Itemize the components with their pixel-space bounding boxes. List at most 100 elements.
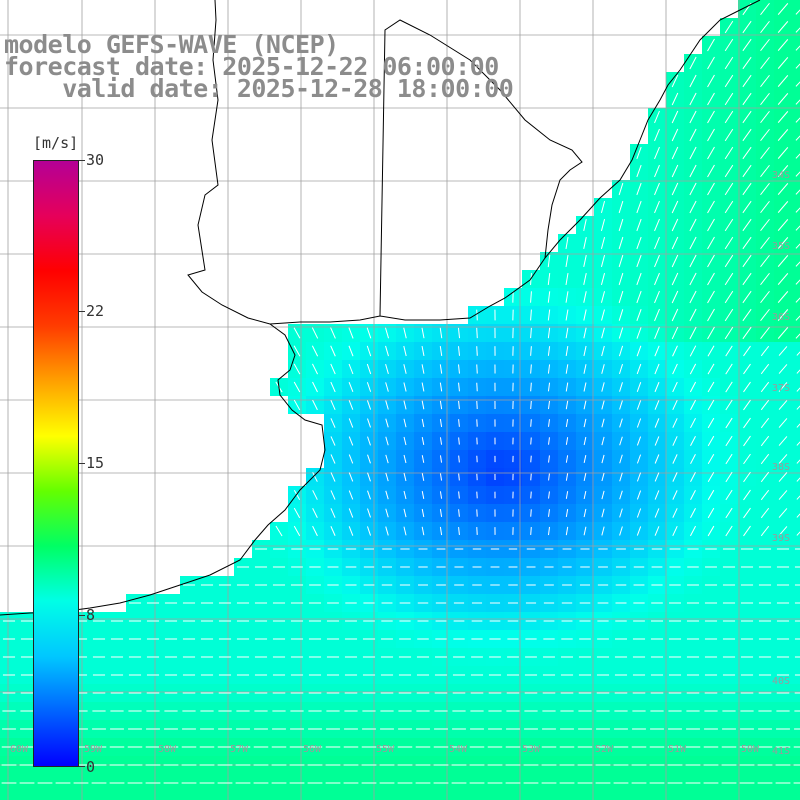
wind-arrow <box>690 454 696 464</box>
wind-cell <box>270 792 288 800</box>
wind-cell <box>792 342 800 360</box>
wind-arrow <box>348 400 354 410</box>
wind-arrow <box>636 418 642 428</box>
wind-arrow <box>600 255 606 267</box>
wind-arrow <box>565 382 569 392</box>
wind-cell <box>18 792 36 800</box>
wind-arrow <box>583 526 587 536</box>
wind-cell <box>36 792 54 800</box>
wind-arrow <box>795 27 800 33</box>
wind-arrow <box>689 56 697 70</box>
wind-arrow <box>707 290 715 304</box>
wind-arrow <box>777 165 789 177</box>
wind-arrow <box>654 454 660 464</box>
wind-arrow <box>795 63 800 69</box>
wind-arrow <box>476 364 478 374</box>
wind-arrow <box>777 291 789 303</box>
wind-arrow <box>654 363 660 375</box>
wind-arrow <box>311 327 319 339</box>
wind-arrow <box>777 309 789 321</box>
wind-cell <box>216 792 234 800</box>
wind-arrow <box>636 454 642 464</box>
wind-arrow <box>760 435 770 447</box>
wind-arrow <box>742 20 752 34</box>
lon-label: 60W <box>10 744 29 755</box>
wind-arrow <box>654 308 660 322</box>
wind-arrow <box>636 308 642 322</box>
wind-arrow <box>583 272 587 286</box>
wind-arrow <box>671 218 679 232</box>
wind-arrow <box>654 290 660 304</box>
wind-arrow <box>707 56 715 70</box>
wind-arrow <box>724 56 734 70</box>
wind-arrow <box>690 417 696 429</box>
wind-arrow <box>548 473 550 481</box>
wind-arrow <box>795 9 800 15</box>
wind-cell <box>288 792 306 800</box>
wind-arrow <box>724 290 734 304</box>
wind-arrow <box>707 345 715 357</box>
wind-arrow <box>724 74 734 88</box>
wind-arrow <box>724 20 734 34</box>
wind-arrow <box>777 327 789 339</box>
wind-arrow <box>583 473 587 481</box>
wind-arrow <box>530 419 532 427</box>
wind-arrow <box>689 200 697 214</box>
wind-arrow <box>530 491 532 499</box>
wind-arrow <box>690 525 696 537</box>
wind-arrow <box>760 56 770 70</box>
wind-arrow <box>689 345 697 357</box>
wind-cell <box>630 792 648 800</box>
wind-arrow <box>760 164 770 178</box>
wind-arrow <box>385 364 389 374</box>
wind-arrow <box>725 507 733 519</box>
lon-label: 51W <box>668 744 687 755</box>
wind-arrow <box>548 491 550 499</box>
wind-cell <box>792 792 800 800</box>
wind-arrow <box>778 418 788 428</box>
wind-arrow <box>348 472 354 482</box>
wind-cell <box>72 792 90 800</box>
wind-arrow <box>601 400 605 410</box>
lat-label: 40S <box>772 676 791 687</box>
lat-label: 36S <box>772 312 791 323</box>
wind-direction-arrows <box>1 2 800 784</box>
wind-arrow <box>548 400 550 410</box>
wind-arrow <box>583 418 587 428</box>
wind-arrow <box>707 489 715 501</box>
wind-arrow <box>330 345 336 357</box>
wind-arrow <box>672 525 678 537</box>
wind-arrow <box>330 472 336 482</box>
wind-arrow <box>385 526 389 536</box>
lon-label: 59W <box>84 744 103 755</box>
wind-arrow <box>458 473 460 481</box>
wind-arrow <box>724 218 734 232</box>
wind-arrow <box>636 363 642 375</box>
wind-arrow <box>778 400 788 410</box>
wind-arrow <box>385 400 389 410</box>
wind-arrow <box>672 345 678 357</box>
wind-arrow <box>760 110 770 124</box>
wind-arrow <box>671 146 679 160</box>
wind-arrow <box>330 526 336 536</box>
wind-arrow <box>777 21 789 33</box>
wind-arrow <box>330 363 336 375</box>
wind-arrow <box>293 327 301 339</box>
wind-arrow <box>689 399 697 411</box>
wind-cell <box>702 792 720 800</box>
wind-arrow <box>384 327 390 339</box>
wind-arrow <box>743 471 751 483</box>
wind-arrow <box>636 218 642 232</box>
wind-arrow <box>583 400 587 410</box>
wind-arrow <box>403 508 407 518</box>
wind-arrow <box>618 363 624 375</box>
wind-arrow <box>778 436 788 446</box>
wind-arrow <box>724 110 734 124</box>
wind-arrow <box>672 472 678 482</box>
wind-arrow <box>654 436 660 446</box>
wind-arrow <box>348 345 354 357</box>
wind-arrow <box>367 472 371 482</box>
wind-arrow <box>619 436 623 446</box>
wind-arrow <box>366 327 372 339</box>
